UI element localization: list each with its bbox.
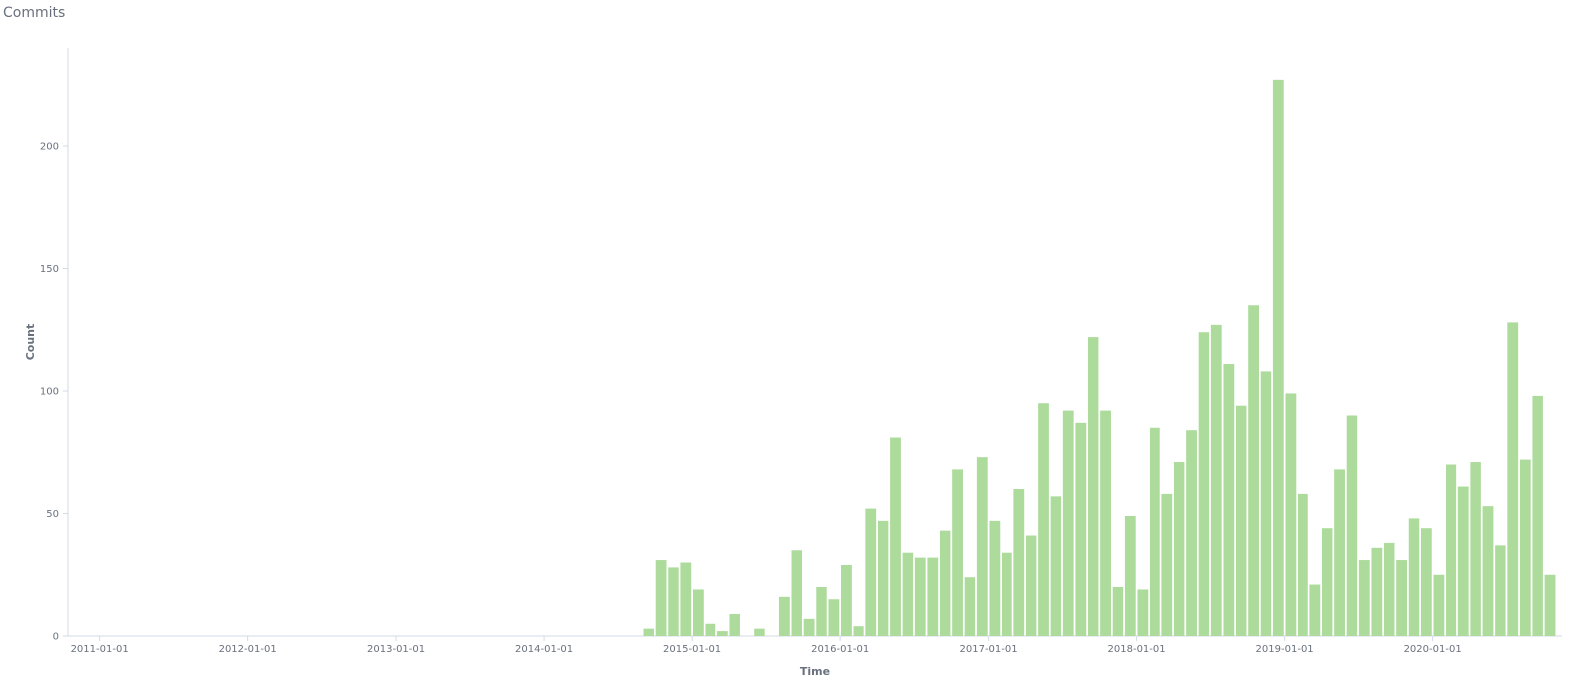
- bar-2020-10[interactable]: [1544, 574, 1556, 636]
- x-tick-label: 2013-01-01: [367, 644, 425, 655]
- bar-2020-06[interactable]: [1495, 545, 1506, 636]
- bar-2016-09[interactable]: [939, 530, 951, 636]
- bar-2015-12[interactable]: [828, 599, 840, 636]
- bar-2018-04[interactable]: [1173, 462, 1185, 636]
- bar-2018-06[interactable]: [1198, 332, 1210, 636]
- bar-2015-09[interactable]: [791, 550, 802, 636]
- bar-2020-05[interactable]: [1482, 506, 1494, 636]
- x-tick-label: 2014-01-01: [515, 644, 573, 655]
- x-tick-label: 2020-01-01: [1404, 644, 1462, 655]
- x-tick-label: 2017-01-01: [960, 644, 1018, 655]
- x-tick-label: 2016-01-01: [811, 644, 869, 655]
- bar-2015-06[interactable]: [754, 628, 765, 636]
- bar-2019-09[interactable]: [1384, 542, 1395, 636]
- bar-2019-01[interactable]: [1285, 393, 1297, 636]
- bar-2015-02[interactable]: [705, 623, 716, 636]
- bar-2017-01[interactable]: [989, 520, 1001, 636]
- bar-2018-10[interactable]: [1248, 305, 1259, 636]
- bar-2017-07[interactable]: [1062, 410, 1074, 636]
- bar-2015-01[interactable]: [693, 589, 704, 636]
- y-axis: 0 50 100 150 200: [40, 48, 69, 643]
- bar-2020-07[interactable]: [1507, 322, 1519, 636]
- bar-2019-05[interactable]: [1334, 469, 1345, 636]
- bar-2018-02[interactable]: [1149, 427, 1160, 636]
- bar-2019-02[interactable]: [1297, 493, 1308, 636]
- y-tick-label: 50: [46, 509, 59, 520]
- bar-2019-07[interactable]: [1358, 560, 1370, 636]
- bar-2018-05[interactable]: [1186, 430, 1197, 636]
- bar-2014-09[interactable]: [643, 628, 654, 636]
- bar-2015-11[interactable]: [816, 587, 827, 636]
- bar-2015-03[interactable]: [716, 631, 728, 636]
- bar-2016-11[interactable]: [964, 577, 976, 636]
- bar-2015-10[interactable]: [803, 618, 815, 636]
- bar-2019-12[interactable]: [1420, 528, 1432, 636]
- y-tick-label: 150: [40, 264, 59, 275]
- x-tick-label: 2012-01-01: [219, 644, 277, 655]
- bars: [643, 79, 1556, 637]
- x-axis-title: Time: [800, 665, 830, 678]
- x-tick-label: 2011-01-01: [71, 644, 129, 655]
- bar-2016-02[interactable]: [853, 626, 864, 636]
- y-tick-label: 200: [40, 142, 59, 153]
- bar-2017-09[interactable]: [1087, 337, 1099, 636]
- y-tick-label: 0: [53, 632, 59, 643]
- bar-2017-04[interactable]: [1025, 535, 1037, 636]
- bar-2019-10[interactable]: [1396, 560, 1408, 636]
- bar-2018-11[interactable]: [1260, 371, 1272, 636]
- bar-2015-08[interactable]: [778, 596, 790, 636]
- bar-2019-11[interactable]: [1408, 518, 1420, 636]
- bar-2017-02[interactable]: [1001, 552, 1012, 636]
- bar-2016-12[interactable]: [976, 457, 988, 636]
- bar-2016-01[interactable]: [841, 564, 852, 636]
- bar-2016-05[interactable]: [890, 437, 901, 636]
- bar-2018-09[interactable]: [1235, 405, 1247, 636]
- bar-2020-04[interactable]: [1470, 462, 1481, 636]
- bar-2018-12[interactable]: [1272, 79, 1284, 637]
- bar-2018-08[interactable]: [1223, 364, 1235, 636]
- bar-2018-03[interactable]: [1161, 493, 1173, 636]
- panel-title: Commits: [3, 5, 66, 21]
- y-tick-label: 100: [40, 387, 59, 398]
- bar-2018-01[interactable]: [1137, 589, 1149, 636]
- bar-2014-11[interactable]: [668, 567, 679, 636]
- bar-2017-12[interactable]: [1124, 515, 1136, 636]
- x-tick-label: 2019-01-01: [1256, 644, 1314, 655]
- bar-2017-08[interactable]: [1075, 422, 1087, 636]
- bar-2016-10[interactable]: [952, 469, 963, 636]
- bar-2014-10[interactable]: [655, 560, 667, 636]
- bar-2017-11[interactable]: [1112, 587, 1124, 636]
- bar-2020-09[interactable]: [1532, 395, 1543, 636]
- x-tick-label: 2018-01-01: [1108, 644, 1166, 655]
- x-tick-label: 2015-01-01: [663, 644, 721, 655]
- bar-2014-12[interactable]: [680, 562, 692, 637]
- bar-2019-06[interactable]: [1346, 415, 1358, 637]
- bar-2018-07[interactable]: [1210, 324, 1222, 636]
- bar-2019-08[interactable]: [1371, 547, 1383, 636]
- bar-2016-04[interactable]: [877, 520, 889, 636]
- bar-2019-04[interactable]: [1321, 528, 1333, 636]
- bar-2020-03[interactable]: [1457, 486, 1469, 636]
- bar-2017-05[interactable]: [1038, 403, 1049, 636]
- bar-2020-01[interactable]: [1433, 574, 1445, 636]
- bar-2017-06[interactable]: [1050, 496, 1062, 636]
- bar-2016-03[interactable]: [865, 508, 877, 636]
- bar-2017-03[interactable]: [1013, 489, 1025, 636]
- bar-2019-03[interactable]: [1309, 584, 1321, 636]
- bar-2016-07[interactable]: [914, 557, 926, 636]
- bar-2017-10[interactable]: [1100, 410, 1111, 636]
- y-axis-title: Count: [24, 324, 37, 361]
- bar-2015-04[interactable]: [729, 613, 740, 636]
- x-axis: 2011-01-01 2012-01-01 2013-01-01 2014-01-01…: [68, 635, 1562, 655]
- bar-2020-02[interactable]: [1446, 464, 1457, 637]
- bar-2016-06[interactable]: [902, 552, 914, 636]
- bar-2020-08[interactable]: [1519, 459, 1531, 636]
- bar-2016-08[interactable]: [927, 557, 939, 636]
